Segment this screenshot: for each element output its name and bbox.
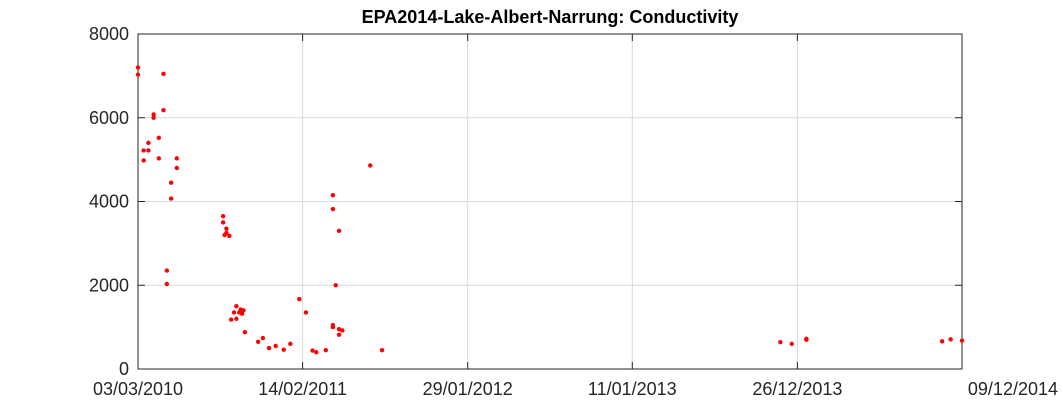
data-point xyxy=(228,317,234,322)
axis-ticks: 0 2000 4000 6000 8000 03/03/2010 14/02/2011 29/… xyxy=(89,24,1058,399)
data-point xyxy=(804,337,809,342)
data-point xyxy=(948,337,953,342)
data-point xyxy=(220,220,226,225)
data-point xyxy=(297,296,302,302)
data-point xyxy=(959,338,965,343)
data-point xyxy=(260,335,266,341)
data-point xyxy=(336,327,342,332)
data-point xyxy=(151,112,156,117)
x-tick-label: 03/03/2010 xyxy=(93,379,183,399)
data-point xyxy=(227,233,232,239)
y-tick-label: 6000 xyxy=(89,108,129,128)
data-point xyxy=(379,347,385,353)
data-point xyxy=(151,115,156,120)
data-point xyxy=(266,345,272,351)
data-point xyxy=(156,135,162,141)
data-point xyxy=(220,213,226,219)
x-tick-label: 11/01/2013 xyxy=(588,379,677,399)
x-tick-label: 26/12/2013 xyxy=(752,379,842,399)
data-point xyxy=(135,72,141,77)
data-point xyxy=(164,281,170,287)
data-point xyxy=(336,332,342,337)
data-point xyxy=(164,268,170,273)
data-point xyxy=(330,206,336,212)
data-point xyxy=(174,156,179,161)
y-tick-label: 2000 xyxy=(89,275,129,295)
data-point xyxy=(314,350,319,355)
data-point xyxy=(273,343,278,349)
data-point xyxy=(340,328,345,333)
data-point xyxy=(333,283,338,288)
data-point xyxy=(231,310,237,315)
data-point xyxy=(161,71,166,76)
data-point xyxy=(168,180,174,185)
data-point xyxy=(789,341,794,347)
data-point xyxy=(224,226,229,231)
data-point xyxy=(255,339,261,344)
y-tick-label: 8000 xyxy=(89,24,129,44)
y-tick-label: 4000 xyxy=(89,192,129,212)
y-tick-label: 0 xyxy=(119,359,129,379)
data-point xyxy=(368,163,373,168)
data-point xyxy=(778,340,783,345)
data-point xyxy=(241,308,246,313)
data-point xyxy=(141,158,146,163)
data-point xyxy=(146,140,151,146)
data-point xyxy=(239,311,245,316)
data-point xyxy=(330,193,336,198)
data-point xyxy=(281,347,286,352)
data-point xyxy=(161,108,166,113)
data-point xyxy=(939,339,945,344)
data-point xyxy=(156,156,162,161)
data-points xyxy=(135,65,965,355)
grid xyxy=(138,34,962,369)
data-point xyxy=(141,148,146,153)
data-point xyxy=(242,329,248,335)
data-point xyxy=(288,341,293,347)
data-point xyxy=(310,348,315,353)
x-tick-label: 14/02/2011 xyxy=(258,379,347,399)
data-point xyxy=(146,148,151,153)
x-tick-label: 29/01/2012 xyxy=(423,379,513,399)
data-point xyxy=(234,303,239,309)
x-tick-label: 09/12/2014 xyxy=(968,379,1058,399)
data-point xyxy=(174,165,179,171)
chart-title: EPA2014-Lake-Albert-Narrung: Conductivit… xyxy=(362,7,739,27)
data-point xyxy=(330,322,336,328)
data-point xyxy=(224,230,229,236)
data-point xyxy=(135,65,141,70)
data-point xyxy=(303,310,309,315)
data-point xyxy=(323,347,328,353)
data-point xyxy=(168,196,174,201)
data-point xyxy=(336,228,342,234)
data-point xyxy=(234,316,239,321)
